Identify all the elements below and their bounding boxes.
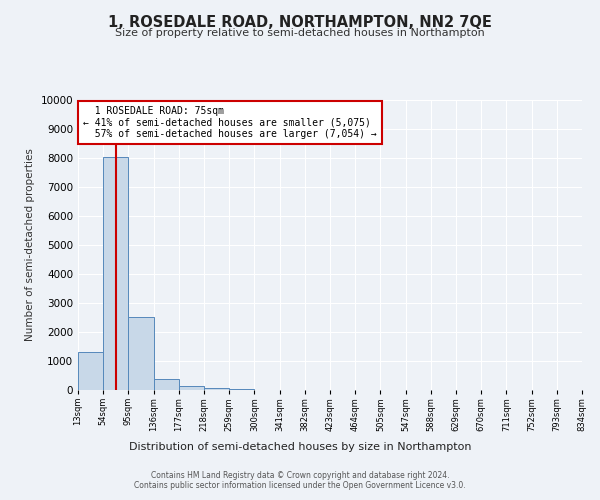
Bar bbox=[103, 156, 128, 390]
Y-axis label: Number of semi-detached properties: Number of semi-detached properties bbox=[25, 148, 35, 342]
Bar bbox=[128, 316, 154, 390]
Text: Contains HM Land Registry data © Crown copyright and database right 2024.: Contains HM Land Registry data © Crown c… bbox=[151, 471, 449, 480]
Text: 1 ROSEDALE ROAD: 75sqm  
← 41% of semi-detached houses are smaller (5,075)
  57%: 1 ROSEDALE ROAD: 75sqm ← 41% of semi-det… bbox=[83, 106, 377, 139]
Text: Size of property relative to semi-detached houses in Northampton: Size of property relative to semi-detach… bbox=[115, 28, 485, 38]
Text: Distribution of semi-detached houses by size in Northampton: Distribution of semi-detached houses by … bbox=[129, 442, 471, 452]
Bar bbox=[154, 380, 179, 390]
Bar bbox=[179, 386, 204, 390]
Text: 1, ROSEDALE ROAD, NORTHAMPTON, NN2 7QE: 1, ROSEDALE ROAD, NORTHAMPTON, NN2 7QE bbox=[108, 15, 492, 30]
Bar bbox=[78, 352, 103, 390]
Bar bbox=[204, 388, 229, 390]
Text: Contains public sector information licensed under the Open Government Licence v3: Contains public sector information licen… bbox=[134, 481, 466, 490]
